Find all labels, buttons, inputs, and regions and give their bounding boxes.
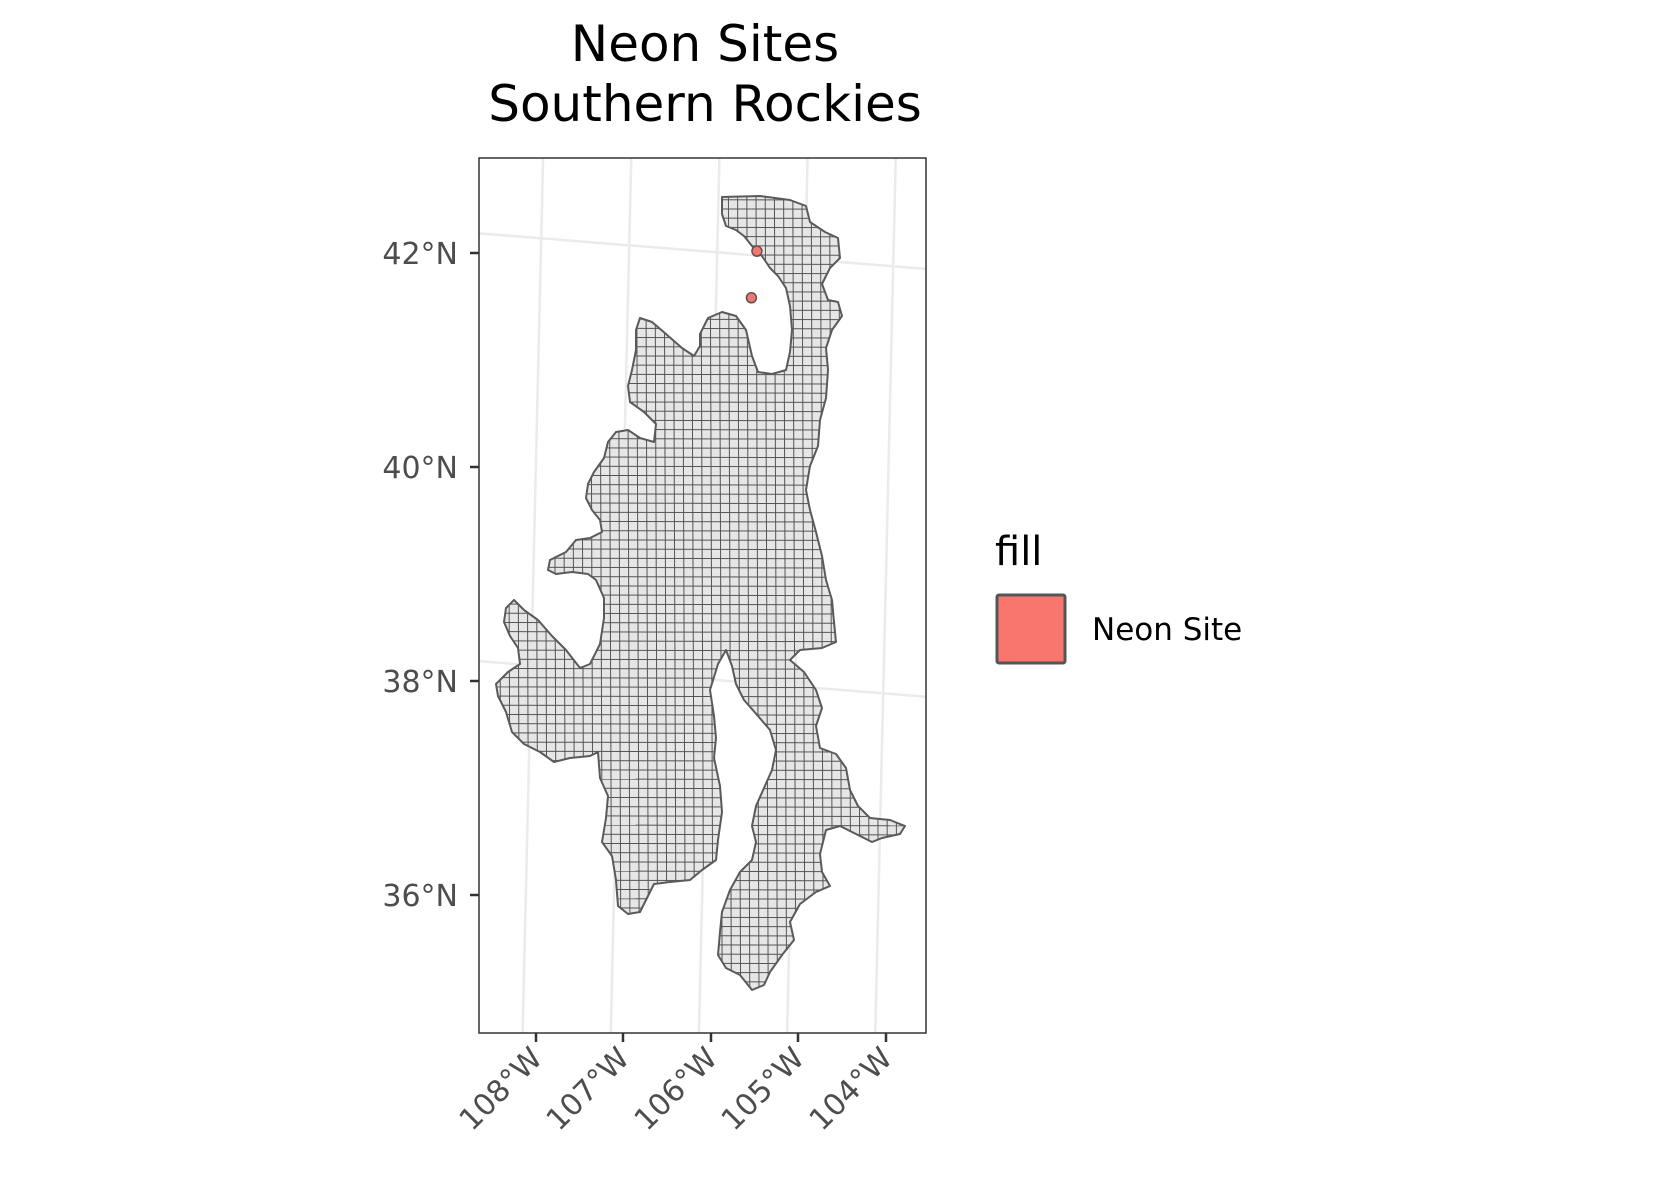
graticule-parallel xyxy=(479,232,926,271)
x-tick-label: 105°W xyxy=(715,1041,812,1138)
graticule-meridian xyxy=(521,158,545,1033)
legend: fill Neon Site xyxy=(995,529,1242,665)
region-outline xyxy=(495,195,906,991)
y-tick-label: 40°N xyxy=(382,451,458,486)
chart-title: Neon Sites Southern Rockies xyxy=(0,14,1410,134)
neon-sites xyxy=(745,245,763,304)
plot-panel-border xyxy=(478,157,927,1034)
x-tick-label: 108°W xyxy=(453,1041,550,1138)
grid-cell-line xyxy=(792,196,797,990)
y-axis: 42°N 40°N 38°N 36°N xyxy=(382,237,479,914)
x-tick-label: 104°W xyxy=(803,1041,900,1138)
grid-cell-line xyxy=(801,196,806,990)
title-line-1: Neon Sites xyxy=(570,15,840,73)
graticule-parallel xyxy=(458,18,942,57)
grid-cell-line xyxy=(709,196,714,990)
legend-title: fill xyxy=(995,529,1042,575)
neon-site-point xyxy=(745,292,758,304)
graticule-meridian xyxy=(954,0,998,1181)
y-tick-label: 36°N xyxy=(382,879,458,914)
legend-key-neon-site xyxy=(995,593,1067,665)
graticule-meridian xyxy=(873,158,897,1033)
graticule-meridian xyxy=(426,0,470,1181)
title-line-2: Southern Rockies xyxy=(488,75,922,133)
y-tick-label: 42°N xyxy=(382,237,458,272)
grid-cell-line xyxy=(645,196,650,990)
legend-label-neon-site: Neon Site xyxy=(1092,612,1242,648)
neon-site-point xyxy=(751,245,763,257)
grid-cell-line xyxy=(810,196,815,990)
x-tick-label: 107°W xyxy=(540,1041,637,1138)
x-tick-label: 106°W xyxy=(628,1041,725,1138)
y-tick-label: 38°N xyxy=(382,665,458,700)
